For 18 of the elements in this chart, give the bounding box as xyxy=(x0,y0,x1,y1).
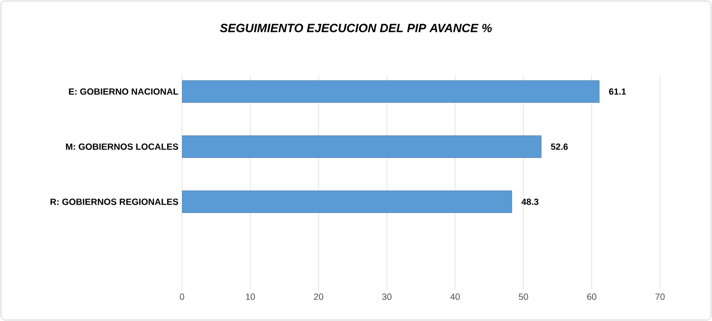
x-tick-label: 40 xyxy=(450,294,460,300)
x-tick-label: 50 xyxy=(518,294,528,300)
bar xyxy=(182,80,600,103)
data-label: 52.6 xyxy=(550,143,568,150)
y-tick-label: M: GOBIERNOS LOCALES xyxy=(66,143,178,150)
x-tick-label: 60 xyxy=(587,294,596,300)
bar xyxy=(182,190,512,213)
bar xyxy=(182,135,542,158)
x-tick-label: 20 xyxy=(314,294,324,300)
x-tick-label: 30 xyxy=(382,294,392,300)
data-label: 61.1 xyxy=(609,88,626,95)
x-tick-label: 0 xyxy=(180,294,184,300)
y-tick-label: E: GOBIERNO NACIONAL xyxy=(68,88,178,95)
x-tick-label: 70 xyxy=(655,294,665,300)
data-label: 48.3 xyxy=(521,198,538,205)
chart-title: SEGUIMIENTO EJECUCION DEL PIP AVANCE % xyxy=(220,24,492,32)
y-tick-label: R: GOBIERNOS REGIONALES xyxy=(50,198,178,205)
x-tick-label: 10 xyxy=(246,294,255,300)
